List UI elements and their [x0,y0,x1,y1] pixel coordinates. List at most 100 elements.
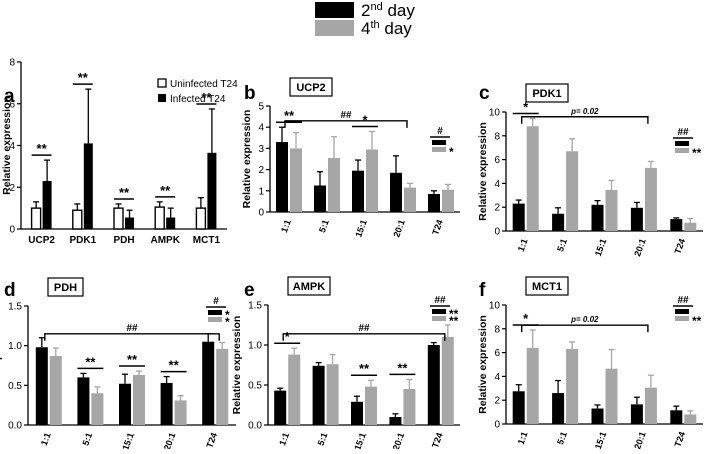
bar-c-light-3 [644,167,657,231]
bar-b-dark-3 [390,172,402,212]
legend-stack-light-mark: * [449,145,454,159]
bar-e-dark-1 [312,365,325,425]
group-bracket-label: ## [126,323,138,334]
x-tick-label: 20:1 [632,430,648,449]
x-tick-label: 15:1 [593,237,609,257]
x-tick-label: 1:1 [516,430,530,446]
y-tick-label: 1.5 [8,302,22,313]
legend-stack-dark-mark: * [225,308,230,322]
y-tick-label: 0 [9,225,15,236]
panel-title-box [287,276,331,296]
significance-mark: ** [85,354,96,369]
x-tick-label: 15:1 [352,431,368,449]
x-tick-label: AMPK [150,235,180,246]
legend-stack-header: # [437,126,443,137]
bar-a-white-3 [154,206,165,230]
x-tick-label: 15:1 [120,431,136,449]
bar-e-dark-0 [274,390,287,425]
y-tick-label: 1 [258,186,264,197]
y-tick-label: 0 [494,227,500,238]
bar-c-light-0 [526,126,539,231]
x-tick-label: T24 [430,431,445,449]
bar-b-light-4 [442,189,454,212]
y-tick-label: 8 [494,324,500,335]
x-tick-label: 5:1 [555,237,569,253]
significance-mark: ** [359,361,370,376]
panel-title-box [525,83,569,103]
y-tick-label: 4 [258,123,264,134]
bar-f-light-0 [526,347,539,424]
x-tick-label: 5:1 [555,430,569,446]
bar-f-dark-0 [512,391,525,424]
figure-legend-label-1: 4th day [361,19,412,38]
y-tick-label: 2 [258,165,264,176]
panel-title: UCP2 [296,82,325,94]
legend-stack-header: ## [677,295,689,306]
y-tick-label: 6 [494,155,500,166]
y-tick-label: 8 [494,131,500,142]
x-tick-label: T24 [430,218,445,236]
x-tick-label: PDH [113,235,134,246]
significance-mark: ** [78,70,89,85]
bar-c-light-4 [684,222,697,231]
significance-mark: ** [169,358,180,373]
group-bracket-label: ## [340,110,352,121]
bar-a-white-0 [30,207,42,230]
bar-b-dark-4 [428,193,440,212]
panel-letter: f [479,280,486,301]
legend-stack-dark [675,141,689,146]
legend-stack-light-mark: ** [692,146,702,160]
group-bracket-label: ## [358,323,370,334]
bar-d-light-3 [174,400,187,425]
y-tick-label: 10 [489,108,501,119]
bar-a-white-4 [195,207,207,230]
bar-c-dark-0 [512,203,525,231]
x-tick-label: PDK1 [69,235,96,246]
legend-stack-light [432,147,446,152]
legend-stack-light-mark: ** [449,314,459,328]
bar-d-dark-1 [77,377,90,425]
significance-mark: ** [284,108,295,123]
legend-stack-light [675,148,689,153]
figure-legend-swatch-0 [315,2,354,18]
bar-b-light-1 [328,157,340,212]
legend-label-infected: Infected T24 [170,94,226,105]
bar-f-dark-2 [591,408,604,424]
bar-e-light-3 [403,389,416,425]
bar-d-dark-0 [35,347,48,425]
bar-d-light-4 [216,348,229,425]
y-tick-label: 8 [9,58,15,69]
bar-c-light-2 [605,189,618,231]
bar-b-dark-2 [352,170,364,212]
panel-title: MCT1 [532,281,562,293]
y-tick-label: 1.0 [8,341,22,352]
x-tick-label: T24 [672,237,687,255]
group-bracket-label: p= 0.02 [570,315,599,324]
significance-mark: * [523,100,529,115]
figure-legend-swatch-1 [315,20,354,36]
legend-stack-light-mark: * [225,315,230,329]
bar-e-light-0 [288,354,301,425]
bar-f-light-2 [605,368,618,424]
x-tick-label: 15:1 [593,430,609,449]
y-axis-label: Relative expression [477,122,489,221]
legend-stack-dark [432,140,446,145]
figure-legend-label-0: 2nd day [361,1,415,20]
significance-mark: ** [397,360,408,375]
y-tick-label: 0.0 [8,421,22,432]
bar-d-light-2 [133,375,145,425]
group-bracket [44,333,220,341]
bar-d-dark-3 [160,382,173,425]
bar-a-dark-3 [166,217,176,229]
bar-e-dark-2 [351,401,363,425]
bar-d-light-0 [49,355,62,425]
y-tick-label: 2 [9,183,15,194]
bar-e-light-1 [326,364,339,425]
x-tick-label: T24 [672,430,687,448]
y-tick-label: 2 [494,203,500,214]
bar-e-light-2 [365,386,377,425]
x-tick-label: 20:1 [632,237,648,257]
